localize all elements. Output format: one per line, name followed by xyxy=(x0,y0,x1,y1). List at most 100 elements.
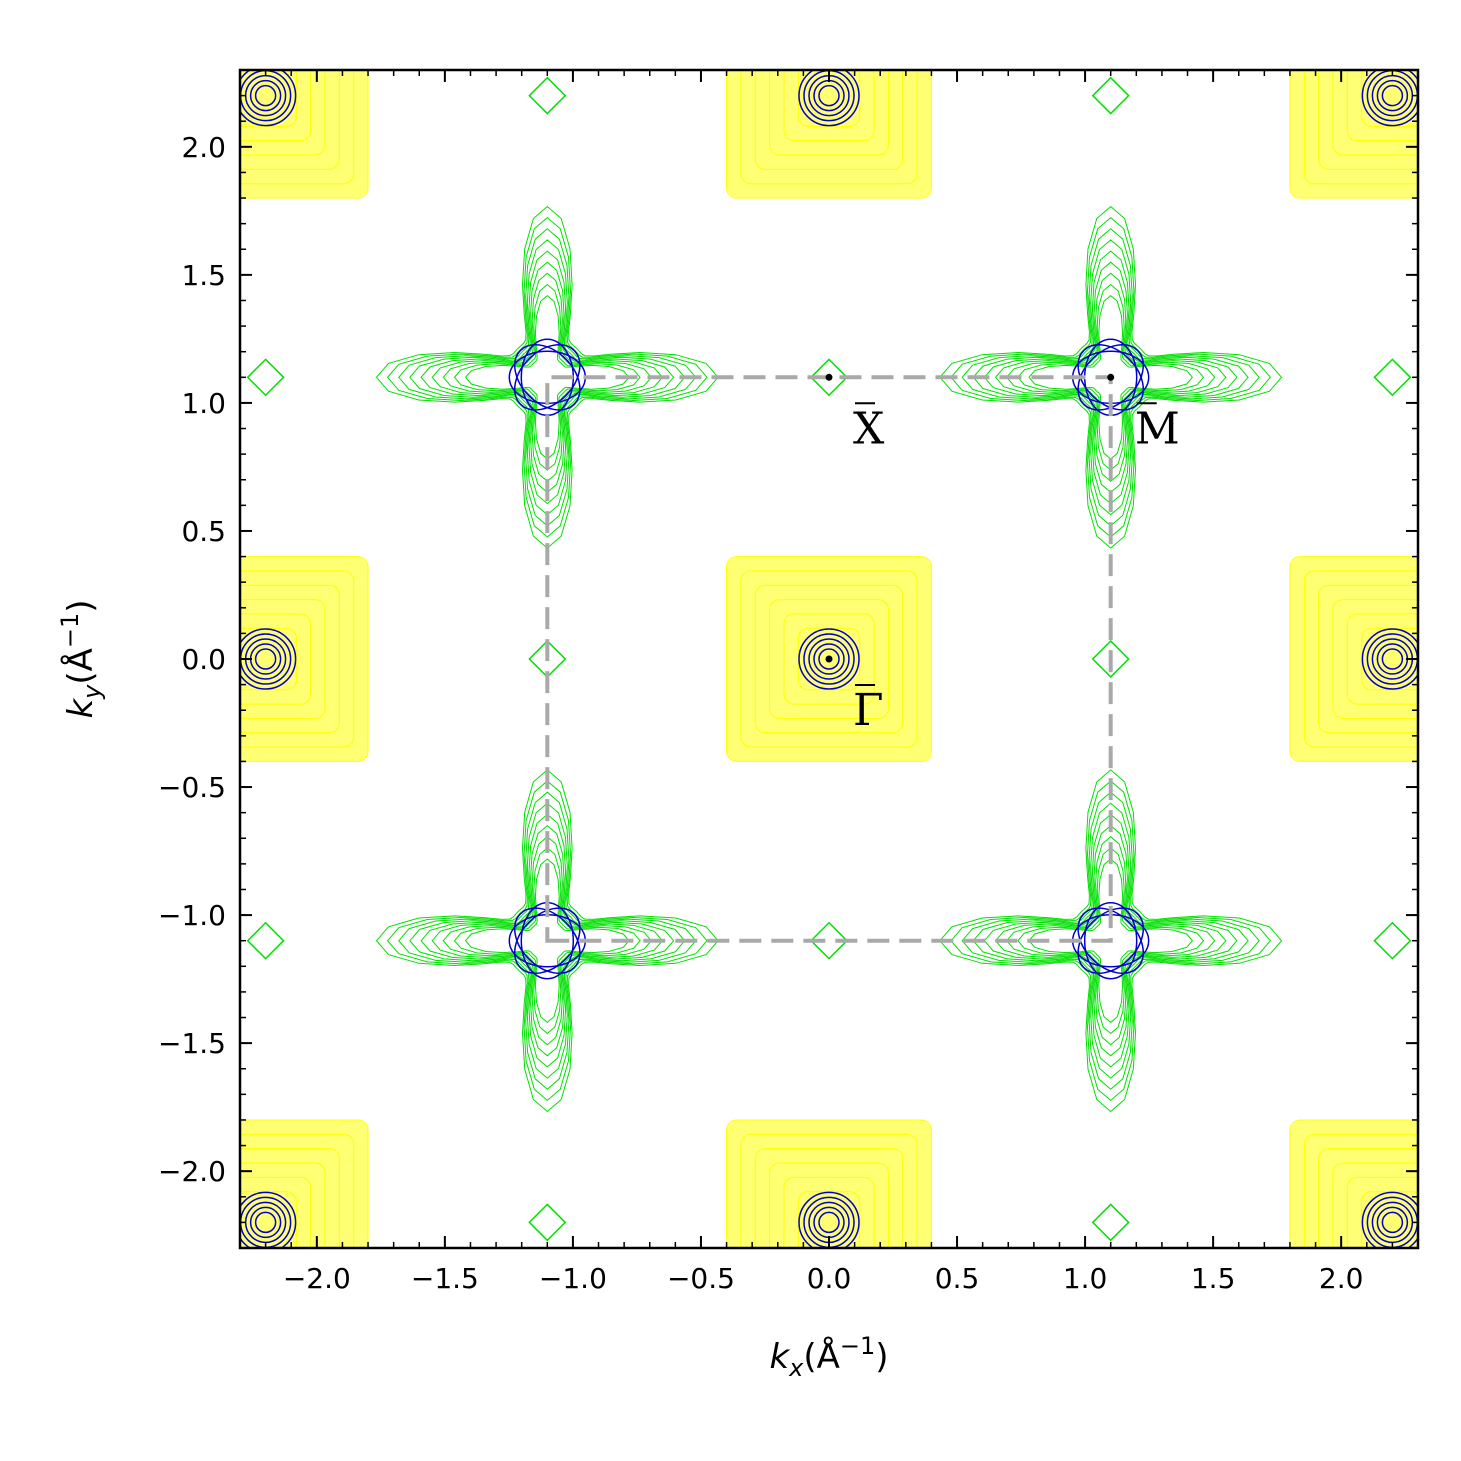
blue-contour xyxy=(808,638,850,680)
green-contour xyxy=(961,228,1260,527)
green-contour xyxy=(453,283,641,471)
yellow-contour xyxy=(726,1119,932,1248)
x-tick-label: −0.5 xyxy=(667,1262,735,1295)
yellow-contour xyxy=(240,613,312,705)
yellow-contour xyxy=(1332,599,1418,719)
blue-contour xyxy=(798,628,860,690)
green-contour xyxy=(431,824,664,1057)
yellow-contour xyxy=(1346,70,1418,142)
blue-contour xyxy=(249,79,282,112)
blue-contour xyxy=(1361,628,1418,690)
green-contour xyxy=(409,802,686,1079)
yellow-contour xyxy=(240,570,355,748)
yellow-contour xyxy=(740,1133,918,1248)
yellow-contour xyxy=(769,70,889,156)
blue-contour xyxy=(513,343,581,411)
yellow-pocket xyxy=(726,70,932,199)
yellow-contour xyxy=(240,599,326,719)
green-contour xyxy=(1028,294,1194,460)
blue-contour xyxy=(249,1206,282,1239)
green-contour xyxy=(994,261,1227,494)
yellow-contour xyxy=(1289,1119,1418,1248)
yellow-contour xyxy=(240,1162,326,1248)
yellow-contour xyxy=(726,556,932,762)
blue-contour xyxy=(818,1211,840,1234)
tick-labels: −2.0 −1.5 −1.0 −0.5 0.0 0.5 1.0 1.5 2.0 −2.0 −1.5 −… xyxy=(158,131,1363,1295)
y-tick-label: 1.5 xyxy=(181,259,226,292)
green-contour xyxy=(464,858,630,1024)
yellow-contour xyxy=(1303,570,1418,748)
yellow-contour xyxy=(783,1176,875,1248)
yellow-contour xyxy=(754,584,904,734)
yellow-contour xyxy=(240,1119,369,1248)
green-diamond xyxy=(1091,76,1130,115)
yellow-contour xyxy=(240,70,355,185)
y-tick-label: −2.0 xyxy=(158,1155,226,1188)
green-diamond xyxy=(1373,921,1412,960)
green-diamond xyxy=(528,1203,567,1242)
green-contour xyxy=(1017,847,1205,1035)
green-contour xyxy=(398,228,697,527)
blue-contour xyxy=(240,628,297,690)
blue-contour xyxy=(1083,901,1138,980)
yellow-pocket xyxy=(240,1119,369,1248)
yellow-contour xyxy=(754,70,904,170)
yellow-contour xyxy=(1303,70,1418,185)
yellow-contour xyxy=(1332,70,1418,156)
blue-contour xyxy=(1361,1191,1418,1248)
blue-contour xyxy=(240,70,297,127)
green-contour xyxy=(464,294,630,460)
blue-contour xyxy=(1381,84,1404,107)
y-tick-label: −0.5 xyxy=(158,771,226,804)
blue-contour xyxy=(818,648,840,670)
blue-contour xyxy=(513,343,581,411)
yellow-contour xyxy=(1318,70,1418,170)
green-contour xyxy=(386,780,708,1102)
symmetry-point-dot xyxy=(825,655,833,663)
yellow-pocket xyxy=(240,70,369,199)
x-tick-label: −1.5 xyxy=(411,1262,479,1295)
green-contour xyxy=(375,205,719,549)
yellow-contour xyxy=(769,599,889,719)
green-contour xyxy=(386,216,708,538)
x-tick-label: −2.0 xyxy=(283,1262,351,1295)
yellow-contour xyxy=(740,570,918,748)
yellow-contour xyxy=(1318,1148,1418,1248)
symmetry-labels: Γ X M xyxy=(853,402,1180,736)
yellow-contour xyxy=(240,556,369,762)
green-contour xyxy=(375,769,719,1113)
symmetry-point-dot xyxy=(1107,373,1115,381)
blue-contour xyxy=(513,907,581,975)
green-contour xyxy=(420,813,675,1068)
y-tick-label: 0.0 xyxy=(181,643,226,676)
blue-contour xyxy=(818,84,840,107)
green-contour xyxy=(431,261,664,494)
blue-contour xyxy=(1361,70,1418,127)
x-tick-label: 0.0 xyxy=(807,1262,852,1295)
green-contour xyxy=(961,791,1260,1090)
yellow-contour xyxy=(726,70,932,199)
yellow-contour xyxy=(1346,613,1418,705)
symmetry-label: M xyxy=(1135,403,1180,454)
green-contour xyxy=(398,791,697,1090)
blue-contour xyxy=(798,1191,860,1248)
yellow-contour xyxy=(240,70,340,170)
blue-contour xyxy=(803,633,855,685)
yellow-contour xyxy=(240,70,326,156)
blue-contour xyxy=(240,1191,297,1248)
x-tick-label: 0.5 xyxy=(935,1262,980,1295)
blue-contour xyxy=(813,643,845,675)
yellow-contour xyxy=(240,1148,340,1248)
x-axis-label: kx(Å−1) xyxy=(769,1332,888,1382)
yellow-pocket xyxy=(240,556,369,762)
y-tick-label: 0.5 xyxy=(181,515,226,548)
green-contour xyxy=(420,250,675,505)
green-diamond xyxy=(810,358,848,397)
yellow-contour xyxy=(1318,584,1418,734)
y-axis-label: ky(Å−1) xyxy=(56,599,106,718)
yellow-contour xyxy=(769,1162,889,1248)
symmetry-label: X xyxy=(853,403,885,454)
blue-contour xyxy=(513,907,581,975)
